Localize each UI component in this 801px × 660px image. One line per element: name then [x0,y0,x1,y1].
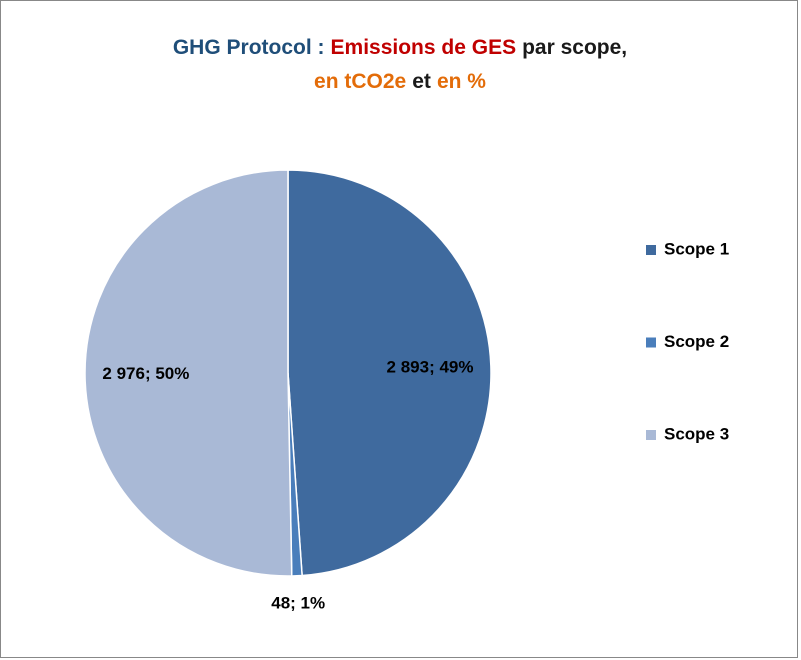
title-part: en tCO2e [314,70,406,93]
title-part: Emissions de GES [331,36,517,59]
title-part: par scope, [522,36,627,59]
data-label: 2 976; 50% [102,364,189,383]
legend-label: Scope 3 [664,424,729,443]
pie-slice [84,169,293,577]
legend-swatch [646,337,656,348]
legend-swatch [646,430,656,440]
title-part: en % [437,70,486,93]
legend-label: Scope 2 [664,332,729,351]
data-label: 2 893; 49% [387,358,474,377]
chart-title: GHG Protocol : Emissions de GES par scope, [173,36,627,59]
data-label: 48; 1% [271,594,325,613]
title-part: GHG Protocol : [173,36,325,59]
legend-swatch [646,245,656,255]
legend-label: Scope 1 [664,239,729,258]
pie-slice [287,169,492,577]
title-part: et [412,70,431,93]
chart-title: en tCO2e et en % [314,70,486,93]
